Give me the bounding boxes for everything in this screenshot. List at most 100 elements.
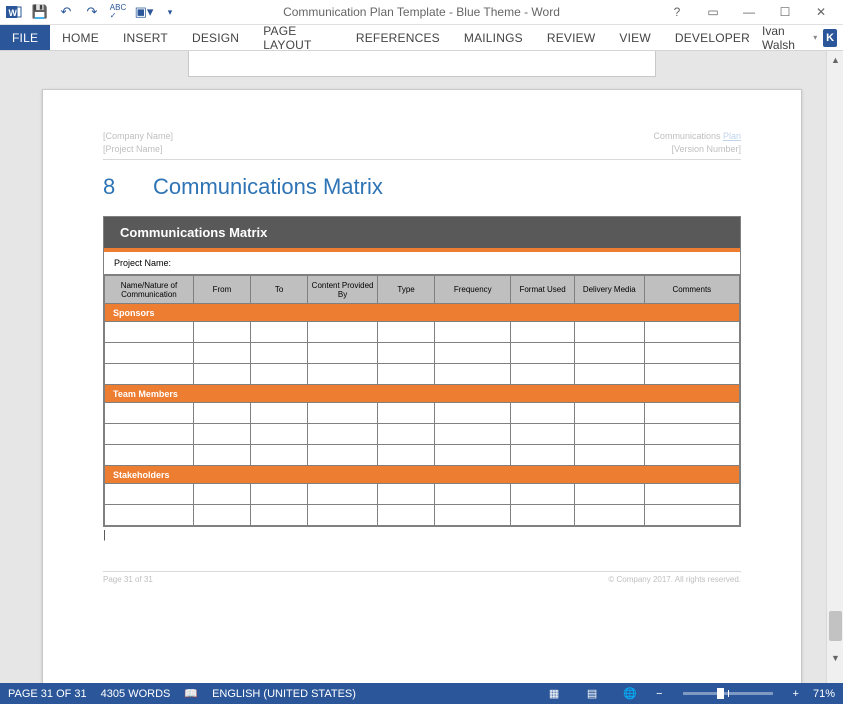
minimize-icon[interactable]: — [735,2,763,22]
table-cell[interactable] [251,322,308,343]
word-app-icon[interactable]: W [4,2,24,22]
table-cell[interactable] [308,403,378,424]
tab-view[interactable]: VIEW [607,25,662,50]
table-cell[interactable] [193,364,250,385]
comm-plan-link[interactable]: Plan [723,131,741,141]
table-cell[interactable] [378,505,435,526]
tab-file[interactable]: FILE [0,25,50,50]
table-cell[interactable] [193,505,250,526]
table-cell[interactable] [574,424,644,445]
print-layout-icon[interactable]: ▤ [580,683,604,704]
table-cell[interactable] [105,364,194,385]
table-cell[interactable] [644,343,739,364]
table-cell[interactable] [308,505,378,526]
table-cell[interactable] [574,484,644,505]
maximize-icon[interactable]: ☐ [771,2,799,22]
status-page[interactable]: PAGE 31 OF 31 [8,688,87,700]
close-icon[interactable]: ✕ [807,2,835,22]
table-cell[interactable] [378,403,435,424]
tab-mailings[interactable]: MAILINGS [452,25,535,50]
table-cell[interactable] [105,343,194,364]
zoom-level[interactable]: 71% [813,688,835,700]
table-cell[interactable] [378,424,435,445]
tab-design[interactable]: DESIGN [180,25,251,50]
tab-insert[interactable]: INSERT [111,25,180,50]
table-cell[interactable] [435,364,511,385]
table-cell[interactable] [435,343,511,364]
help-icon[interactable]: ? [663,2,691,22]
table-cell[interactable] [251,424,308,445]
table-cell[interactable] [435,445,511,466]
table-cell[interactable] [644,484,739,505]
save-icon[interactable]: 💾 [30,2,50,22]
table-cell[interactable] [378,322,435,343]
table-cell[interactable] [511,484,575,505]
table-cell[interactable] [511,364,575,385]
table-cell[interactable] [308,484,378,505]
table-cell[interactable] [105,403,194,424]
table-cell[interactable] [308,364,378,385]
vertical-scrollbar[interactable]: ▲ ▼ [826,51,843,683]
qat-customize-icon[interactable]: ▾ [160,2,180,22]
table-cell[interactable] [511,424,575,445]
table-cell[interactable] [308,445,378,466]
table-cell[interactable] [251,445,308,466]
table-cell[interactable] [105,322,194,343]
scroll-thumb[interactable] [829,611,842,641]
table-cell[interactable] [574,343,644,364]
table-cell[interactable] [193,484,250,505]
table-cell[interactable] [511,343,575,364]
table-cell[interactable] [644,424,739,445]
table-cell[interactable] [251,505,308,526]
table-cell[interactable] [644,322,739,343]
table-cell[interactable] [574,505,644,526]
table-cell[interactable] [435,484,511,505]
zoom-in-icon[interactable]: + [793,688,799,700]
table-cell[interactable] [574,364,644,385]
table-cell[interactable] [574,445,644,466]
table-cell[interactable] [435,505,511,526]
table-cell[interactable] [308,343,378,364]
document-page[interactable]: [Company Name] [Project Name] Communicat… [42,89,802,683]
table-cell[interactable] [511,403,575,424]
snipping-icon[interactable]: ▣▾ [134,2,154,22]
table-cell[interactable] [378,445,435,466]
table-cell[interactable] [193,445,250,466]
table-cell[interactable] [308,424,378,445]
table-cell[interactable] [511,445,575,466]
table-cell[interactable] [378,343,435,364]
user-account[interactable]: Ivan Walsh ▾ K [762,25,843,50]
table-cell[interactable] [644,364,739,385]
table-cell[interactable] [105,424,194,445]
tab-home[interactable]: HOME [50,25,111,50]
table-cell[interactable] [193,322,250,343]
table-cell[interactable] [193,403,250,424]
table-cell[interactable] [574,322,644,343]
scroll-down-icon[interactable]: ▼ [827,649,843,666]
tab-review[interactable]: REVIEW [535,25,608,50]
status-language[interactable]: ENGLISH (UNITED STATES) [212,688,356,700]
table-cell[interactable] [644,445,739,466]
table-cell[interactable] [308,322,378,343]
table-cell[interactable] [105,505,194,526]
table-cell[interactable] [193,424,250,445]
redo-icon[interactable]: ↷ [82,2,102,22]
table-cell[interactable] [251,364,308,385]
table-cell[interactable] [511,505,575,526]
scroll-up-icon[interactable]: ▲ [827,51,843,68]
table-cell[interactable] [378,484,435,505]
undo-icon[interactable]: ↶ [56,2,76,22]
table-cell[interactable] [251,343,308,364]
table-cell[interactable] [105,484,194,505]
tab-page-layout[interactable]: PAGE LAYOUT [251,25,344,50]
tab-developer[interactable]: DEVELOPER [663,25,762,50]
table-cell[interactable] [644,505,739,526]
proofing-icon[interactable]: 📖 [184,687,198,700]
table-cell[interactable] [378,364,435,385]
status-words[interactable]: 4305 WORDS [101,688,171,700]
table-cell[interactable] [435,322,511,343]
table-cell[interactable] [644,403,739,424]
read-mode-icon[interactable]: ▦ [542,683,566,704]
table-cell[interactable] [251,484,308,505]
zoom-slider[interactable] [683,692,773,695]
